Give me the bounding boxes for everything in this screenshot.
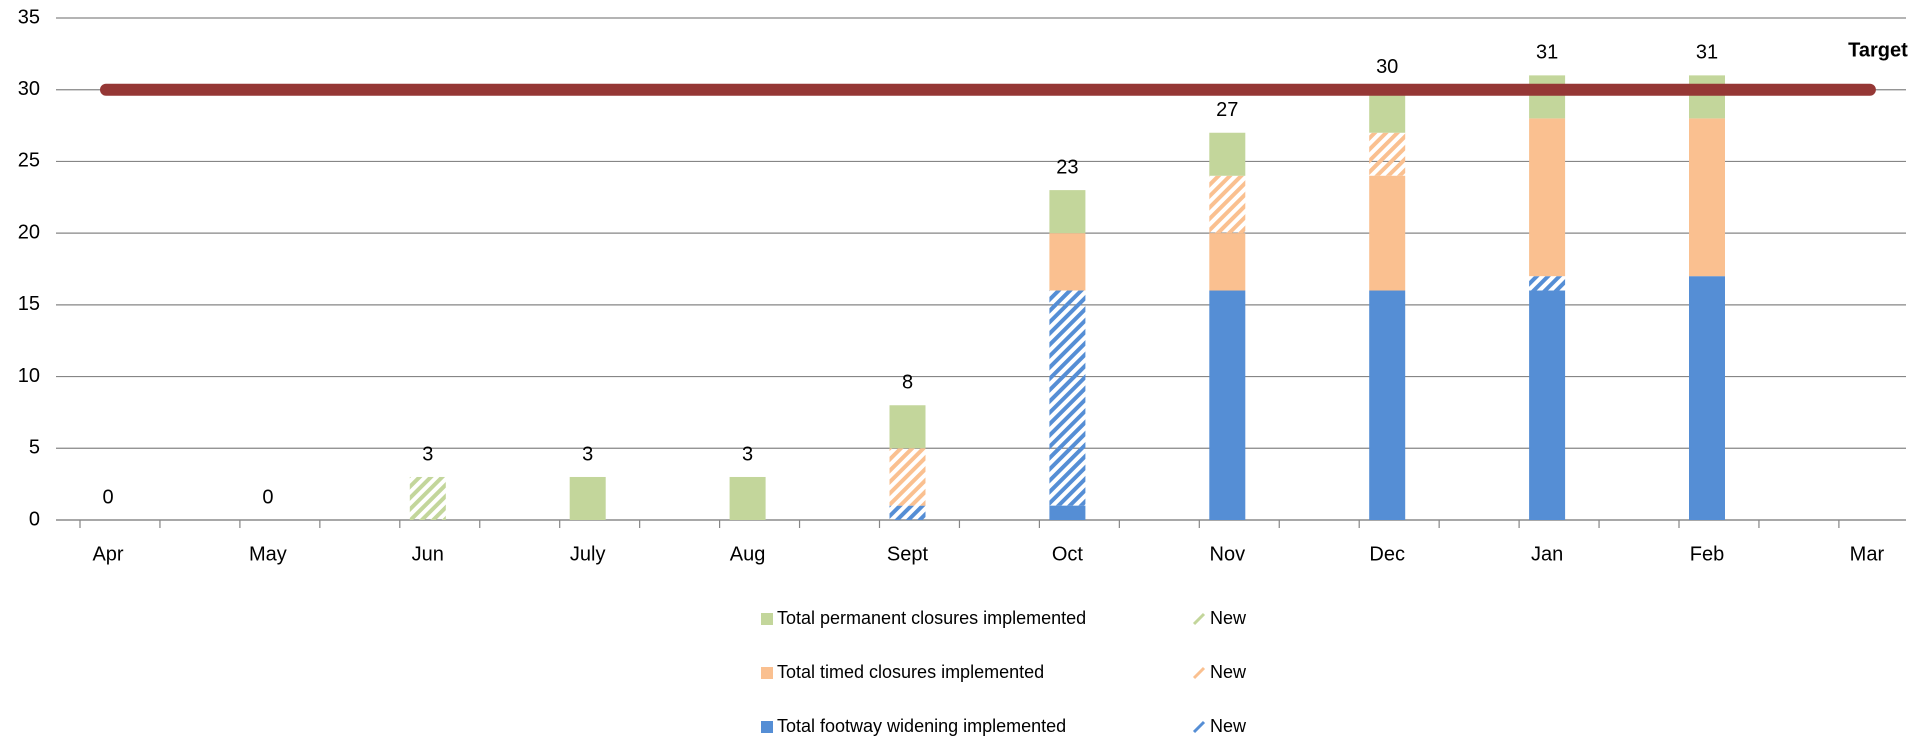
legend-swatch [1192,666,1206,680]
x-tick-label: Jun [412,543,444,565]
bar-segment [1209,290,1246,520]
bar-segment [1209,132,1246,176]
bar-segment [1369,89,1406,133]
bar-segment [1049,505,1086,520]
x-tick-label: Apr [92,543,123,565]
total-label: 27 [1216,99,1238,121]
y-tick-label: 20 [18,221,40,243]
bar-segment [889,448,926,506]
total-label: 3 [582,443,593,465]
bar-segment [1049,290,1086,506]
total-label: 3 [742,443,753,465]
x-tick-label: May [249,543,287,565]
legend-swatch [1192,612,1206,626]
x-tick-label: Oct [1052,543,1084,565]
legend-label: Total permanent closures implemented [777,608,1086,628]
total-label: 0 [102,486,113,508]
legend-label: New [1210,662,1247,682]
legend-swatch [761,613,773,625]
bar-segment [889,505,926,520]
legend-label: New [1210,608,1247,628]
bar-segment [1209,175,1246,234]
legend-swatch [1192,720,1206,734]
x-tick-label: Sept [887,543,929,565]
x-tick-label: Nov [1210,543,1246,565]
legend-swatch [761,721,773,733]
bar-segment [1689,75,1725,119]
bar-segment [1369,132,1406,176]
total-label: 3 [422,443,433,465]
bar-segment [1369,290,1406,520]
y-tick-label: 25 [18,150,40,172]
x-tick-label: Dec [1369,543,1405,565]
bar-segment [889,405,926,449]
total-label: 8 [902,372,913,394]
y-tick-label: 5 [29,437,40,459]
bar-segment [1209,233,1246,291]
x-tick-label: Mar [1850,543,1885,565]
bar-segment [409,476,446,520]
x-tick-label: July [570,543,606,565]
total-label: 0 [262,486,273,508]
x-tick-label: Aug [730,543,766,565]
bar-segment [1049,190,1086,234]
bar-segment [569,476,606,520]
total-label: 23 [1056,156,1078,178]
bar-segment [1529,276,1566,291]
legend-label: Total timed closures implemented [777,662,1044,682]
bar-segment [1529,118,1566,277]
total-label: 31 [1696,42,1718,64]
bar-segment [1689,276,1725,520]
total-label: 30 [1376,56,1398,78]
target-label: Target [1848,39,1908,61]
bar-segment [1049,233,1086,291]
total-label: 31 [1536,42,1558,64]
bar-segment [1689,118,1725,277]
y-tick-label: 10 [18,365,40,387]
y-tick-label: 15 [18,293,40,315]
legend-label: Total footway widening implemented [777,716,1066,736]
legend-label: New [1210,716,1247,736]
legend-swatch [761,667,773,679]
y-tick-label: 0 [29,508,40,530]
bar-segment [1529,75,1566,119]
x-tick-label: Feb [1690,543,1724,565]
y-tick-label: 30 [18,78,40,100]
x-tick-label: Jan [1531,543,1563,565]
bar-segment [1369,175,1406,291]
bar-segment [1529,290,1566,520]
y-tick-label: 35 [18,6,40,28]
bar-segment [729,476,766,520]
